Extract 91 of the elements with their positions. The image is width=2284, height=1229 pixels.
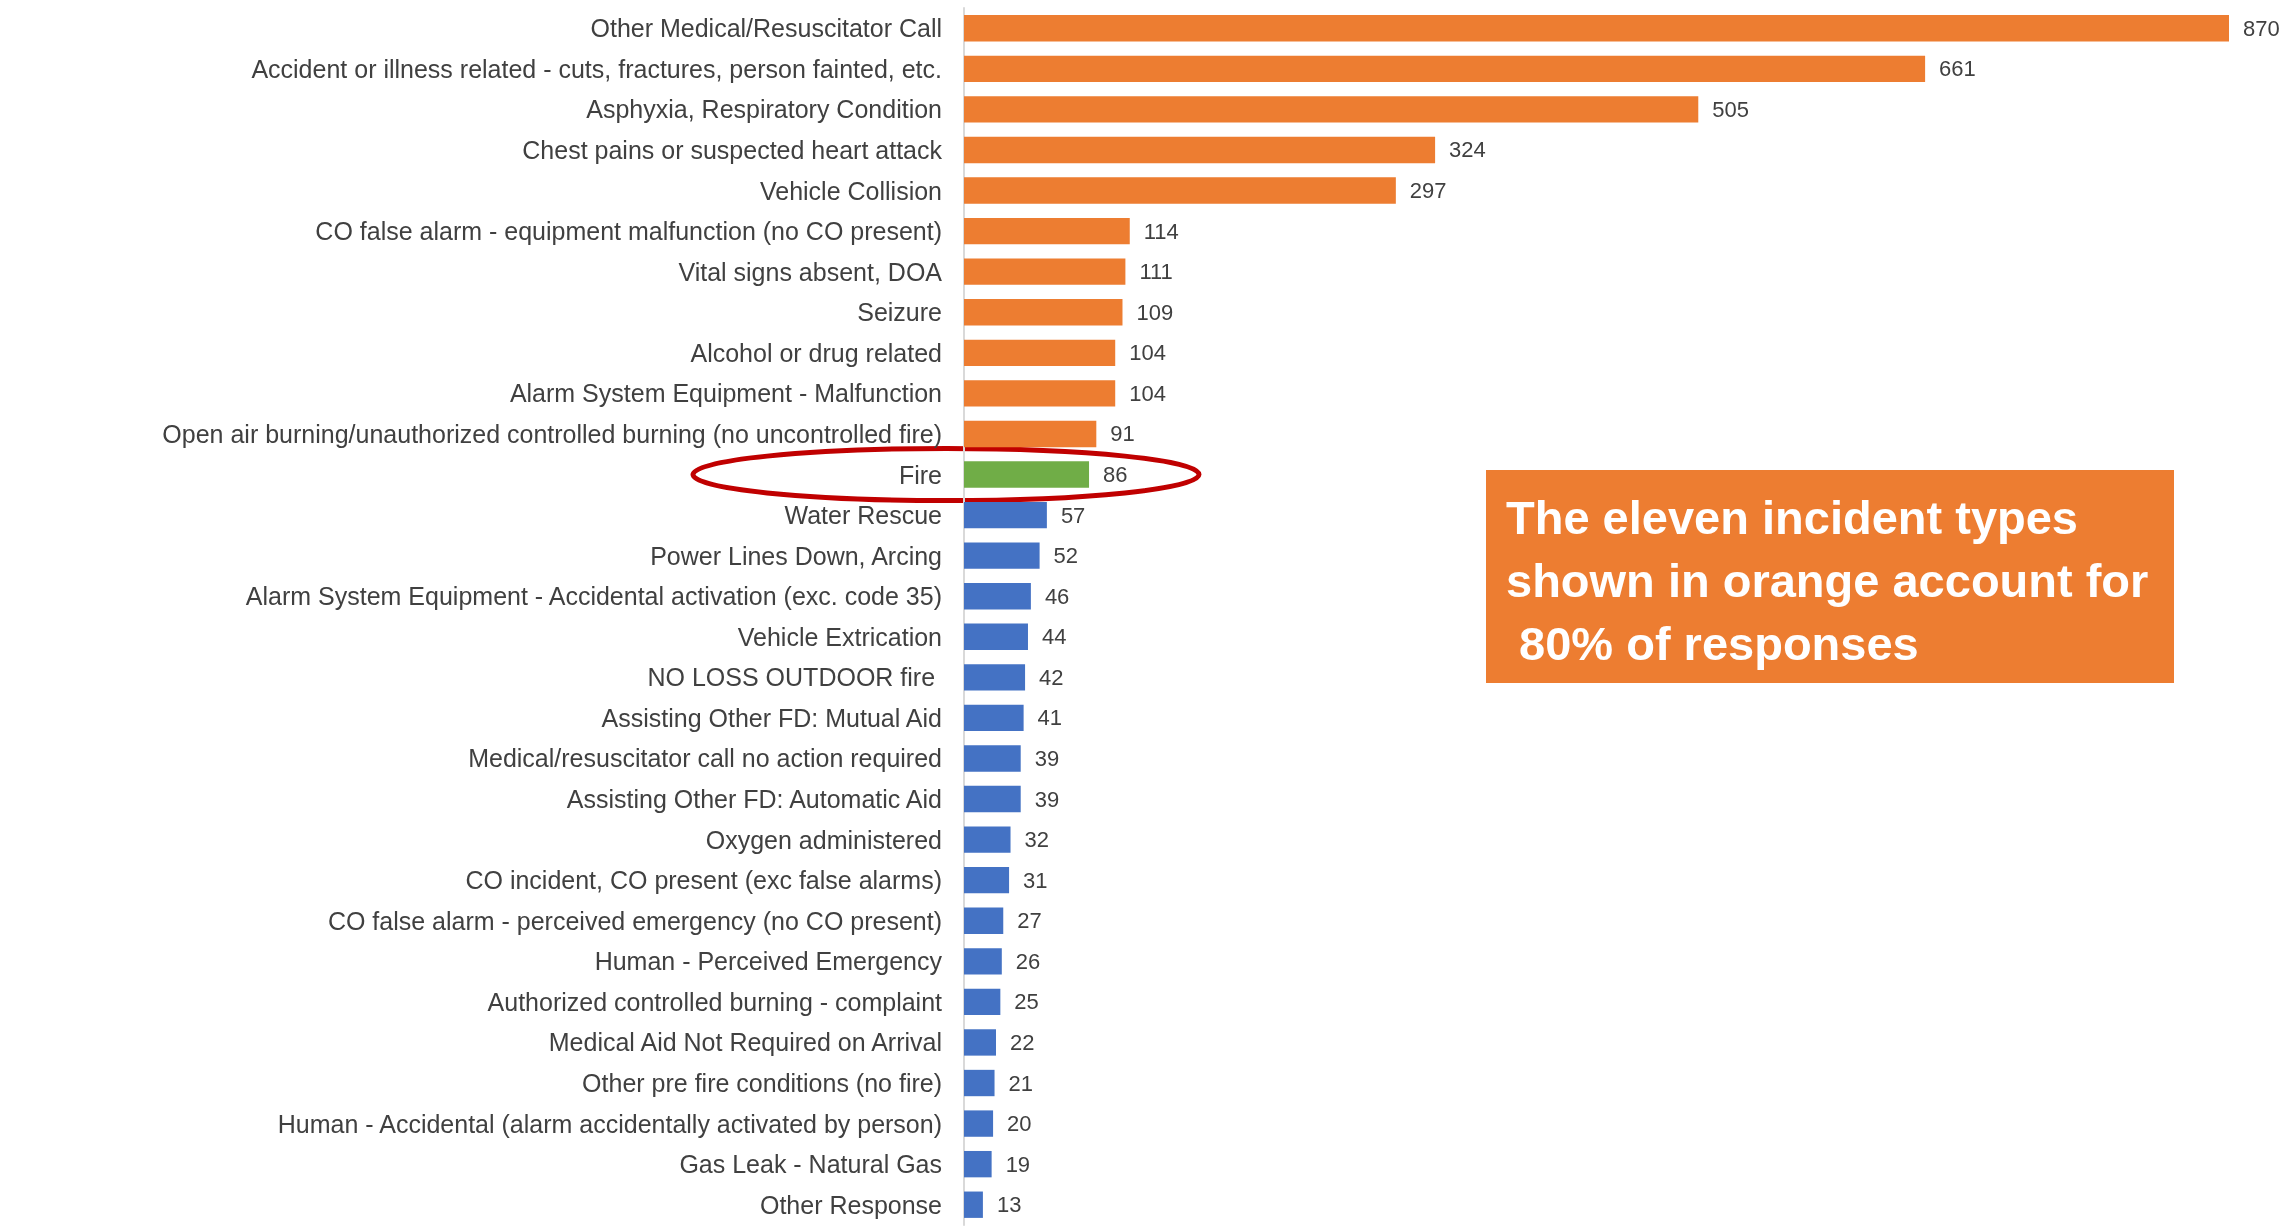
bar	[964, 745, 1021, 772]
bar	[964, 461, 1090, 488]
data-label: 26	[1015, 948, 1041, 974]
bar	[964, 583, 1031, 610]
bar	[964, 177, 1396, 204]
y-tick-label: Vehicle Collision	[759, 176, 942, 205]
bar	[964, 867, 1010, 894]
y-tick-label: Medical Aid Not Required on Arrival	[548, 1028, 942, 1057]
y-tick-label: Water Rescue	[784, 501, 942, 530]
bar	[964, 1069, 995, 1097]
data-label: 44	[1041, 624, 1067, 650]
y-tick-label: Seizure	[857, 298, 942, 327]
data-label: 114	[1143, 218, 1179, 244]
bar	[964, 542, 1040, 569]
bar	[964, 217, 1130, 245]
bar	[964, 664, 1026, 691]
y-tick-label: Assisting Other FD: Automatic Aid	[566, 785, 942, 814]
data-label: 21	[1008, 1070, 1034, 1096]
bar	[964, 907, 1004, 934]
bar	[964, 988, 1001, 1016]
bar	[964, 1029, 996, 1056]
y-tick-label: Open air burning/unauthorized controlled burning (no uncontrolled fire)	[162, 419, 942, 448]
y-tick-label: Other Response	[759, 1190, 942, 1219]
data-label: 104	[1129, 340, 1166, 366]
bar	[964, 136, 1436, 164]
y-tick-label: Medical/resuscitator call no action required	[468, 744, 942, 773]
data-label: 31	[1023, 867, 1048, 893]
data-label: 870	[2243, 15, 2280, 41]
bar	[964, 420, 1097, 448]
bar	[964, 501, 1047, 529]
annotation: The eleven incident types shown in orange account for 80% of responses	[1506, 491, 2149, 670]
data-label: 324	[1449, 137, 1486, 163]
data-label: 297	[1409, 178, 1447, 204]
y-tick-label: Alarm System Equipment - Accidental activation (exc. code 35)	[245, 582, 942, 611]
data-label: 52	[1053, 543, 1079, 569]
y-tick-label: Alcohol or drug related	[690, 338, 942, 367]
y-tick-label: Asphyxia, Respiratory Condition	[586, 95, 942, 124]
bar	[964, 1110, 994, 1137]
bar	[964, 785, 1021, 813]
y-tick-label: Other Medical/Resuscitator Call	[590, 14, 942, 43]
bar	[964, 623, 1028, 650]
bar	[964, 55, 1926, 83]
bar	[964, 1191, 983, 1218]
bar	[964, 1150, 992, 1178]
data-label: 661	[1939, 56, 1976, 82]
y-tick-label: NO LOSS OUTDOOR fire	[647, 663, 942, 692]
data-label: 41	[1037, 705, 1063, 731]
bar	[964, 339, 1116, 366]
y-tick-label: Power Lines Down, Arcing	[650, 541, 942, 570]
data-label: 20	[1007, 1111, 1032, 1137]
data-label: 25	[1014, 989, 1039, 1015]
bar	[964, 380, 1116, 407]
y-tick-label: CO incident, CO present (exc false alarms)	[465, 866, 942, 895]
data-label: 46	[1044, 583, 1070, 609]
bar	[964, 826, 1011, 853]
data-label: 39	[1034, 745, 1060, 771]
y-tick-label: Authorized controlled burning - complaint	[487, 987, 943, 1016]
y-tick-label: Gas Leak - Natural Gas	[679, 1150, 942, 1179]
data-label: 109	[1136, 299, 1174, 325]
bar	[964, 704, 1024, 732]
bar	[964, 299, 1123, 326]
y-tick-label: Human - Perceived Emergency	[594, 947, 943, 976]
bar	[964, 15, 2229, 42]
data-label: 13	[996, 1192, 1022, 1218]
y-tick-label: Alarm System Equipment - Malfunction	[509, 379, 942, 408]
data-label: 57	[1060, 502, 1086, 528]
y-tick-label: Vehicle Extrication	[737, 622, 942, 651]
data-label: 111	[1139, 259, 1173, 285]
y-tick-label: Oxygen administered	[705, 825, 942, 854]
y-tick-label: Accident or illness related - cuts, fractures, person fainted, etc.	[251, 54, 942, 83]
bar	[964, 96, 1699, 123]
data-label: 86	[1103, 462, 1128, 488]
data-label: 22	[1009, 1029, 1035, 1055]
y-tick-label: Chest pains or suspected heart attack	[522, 135, 943, 164]
y-tick-label: CO false alarm - equipment malfunction (no CO present)	[315, 217, 942, 246]
data-label: 91	[1110, 421, 1135, 447]
y-tick-label: Assisting Other FD: Mutual Aid	[601, 703, 942, 732]
y-tick-label: Fire	[898, 460, 942, 489]
bar	[964, 948, 1002, 975]
y-tick-label: Human - Accidental (alarm accidentally activated by person)	[277, 1109, 942, 1138]
data-label: 39	[1034, 786, 1060, 812]
y-tick-label: Vital signs absent, DOA	[678, 257, 943, 286]
bar	[964, 258, 1126, 285]
data-label: 19	[1005, 1151, 1031, 1177]
data-label: 104	[1129, 380, 1166, 406]
data-label: 32	[1024, 827, 1050, 853]
data-label: 42	[1039, 664, 1064, 690]
y-tick-label: CO false alarm - perceived emergency (no CO present)	[327, 906, 942, 935]
data-label: 27	[1017, 908, 1042, 934]
data-label: 505	[1712, 96, 1749, 122]
y-tick-label: Other pre fire conditions (no fire)	[582, 1069, 942, 1098]
